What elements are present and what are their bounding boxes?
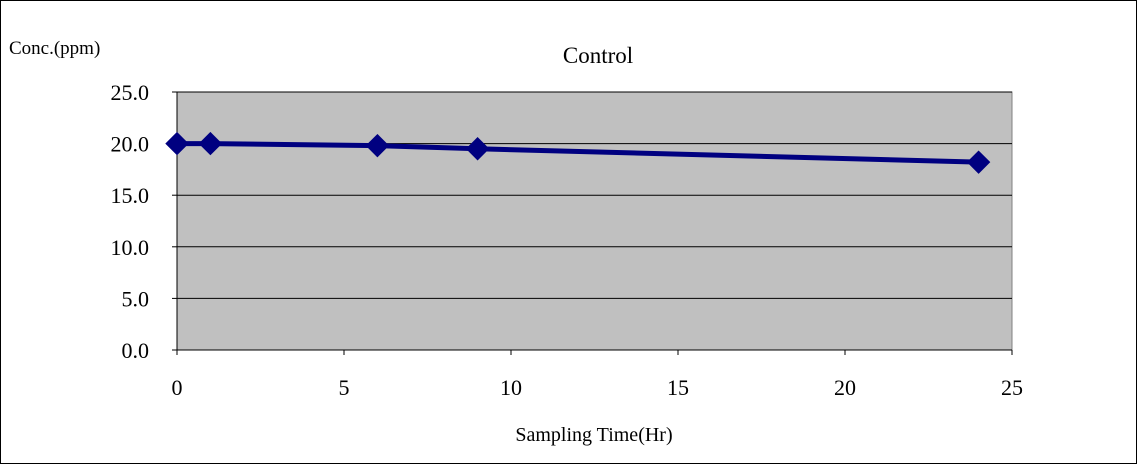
x-tick-label: 10 — [500, 375, 522, 400]
y-tick-label: 0.0 — [122, 338, 150, 363]
data-point-marker — [365, 133, 390, 158]
data-point-marker — [465, 137, 490, 161]
y-tick-label: 10.0 — [111, 235, 150, 260]
y-tick-label: 20.0 — [111, 132, 150, 157]
y-tick-label: 5.0 — [122, 286, 150, 311]
x-tick-label: 20 — [834, 375, 856, 400]
plot-area: 0.0 5.0 10.0 15.0 20.0 25.0 0 5 10 15 20 25 — [111, 80, 1024, 400]
x-tick-label: 5 — [339, 375, 350, 400]
data-point-marker — [198, 131, 223, 156]
data-point-marker — [165, 131, 189, 156]
chart-title: Control — [563, 43, 633, 68]
data-point-marker — [966, 150, 991, 174]
y-tick-label: 15.0 — [111, 183, 150, 208]
x-tick-label: 0 — [172, 375, 183, 400]
y-axis-label: Conc.(ppm) — [9, 38, 100, 59]
x-axis-label: Sampling Time(Hr) — [515, 424, 672, 446]
chart-frame: Conc.(ppm) Control Sampling Time(Hr) 0.0… — [0, 0, 1137, 464]
x-tick-label: 25 — [1001, 375, 1023, 400]
x-tick-label: 15 — [667, 375, 689, 400]
line-chart: Conc.(ppm) Control Sampling Time(Hr) 0.0… — [9, 38, 1024, 446]
y-tick-label: 25.0 — [111, 80, 150, 105]
plot-background — [176, 91, 1013, 351]
